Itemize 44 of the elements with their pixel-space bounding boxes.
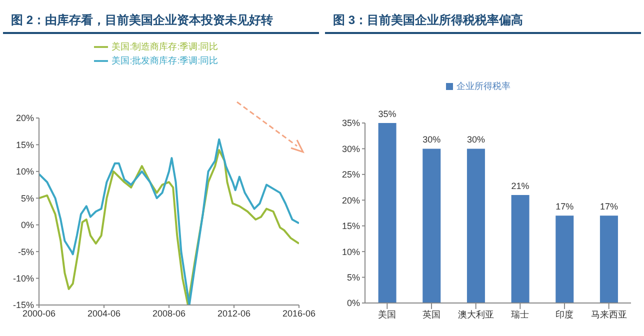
- chart-title: 图 2：由库存看，目前美国企业资本投资未见好转: [3, 0, 319, 34]
- y-tick-label: 25%: [342, 170, 360, 180]
- x-tick-label: 英国: [422, 309, 440, 320]
- data-label: 21%: [511, 181, 530, 191]
- bar: [378, 123, 396, 303]
- y-tick-label: 5%: [346, 272, 360, 282]
- y-tick-label: -5%: [18, 246, 34, 257]
- y-tick-label: 15%: [342, 221, 360, 232]
- data-label: 30%: [466, 134, 485, 145]
- data-label: 30%: [422, 134, 441, 145]
- legend-label: 美国:批发商库存:季调:同比: [112, 55, 218, 66]
- x-tick-label: 美国: [378, 309, 396, 320]
- x-tick-label: 2000-06: [22, 308, 56, 318]
- data-label: 17%: [600, 202, 618, 212]
- bar: [511, 195, 530, 303]
- data-label: 17%: [556, 202, 574, 212]
- y-tick-label: 20%: [16, 113, 34, 124]
- x-tick-label: 马来西亚: [590, 309, 627, 320]
- y-tick-label: 15%: [16, 140, 34, 150]
- data-label: 35%: [378, 109, 396, 119]
- legend-label: 美国:制造商库存:季调:同比: [112, 41, 218, 52]
- y-tick-label: 0%: [20, 220, 34, 230]
- y-tick-label: -10%: [12, 273, 34, 284]
- x-tick-label: 2016-06: [282, 308, 316, 318]
- x-tick-label: 2008-06: [152, 308, 186, 318]
- y-tick-label: -15%: [12, 300, 34, 310]
- chart-title: 图 3：目前美国企业所得税税率偏高: [325, 0, 641, 34]
- x-tick-label: 瑞士: [511, 309, 530, 320]
- y-tick-label: 35%: [342, 118, 360, 128]
- bar: [600, 216, 618, 303]
- bar: [422, 148, 441, 303]
- y-tick-label: 30%: [342, 144, 360, 154]
- x-tick-label: 澳大利亚: [458, 309, 494, 320]
- y-tick-label: 5%: [20, 193, 34, 204]
- bar: [556, 216, 574, 303]
- y-tick-label: 10%: [16, 166, 34, 177]
- x-tick-label: 2012-06: [217, 308, 251, 318]
- y-tick-label: 10%: [342, 246, 360, 257]
- x-tick-label: 印度: [556, 309, 574, 320]
- x-tick-label: 2004-06: [87, 308, 121, 318]
- legend-label: 企业所得税率: [456, 81, 510, 91]
- bar: [466, 148, 485, 303]
- y-tick-label: 20%: [342, 195, 360, 206]
- y-tick-label: 0%: [346, 298, 360, 308]
